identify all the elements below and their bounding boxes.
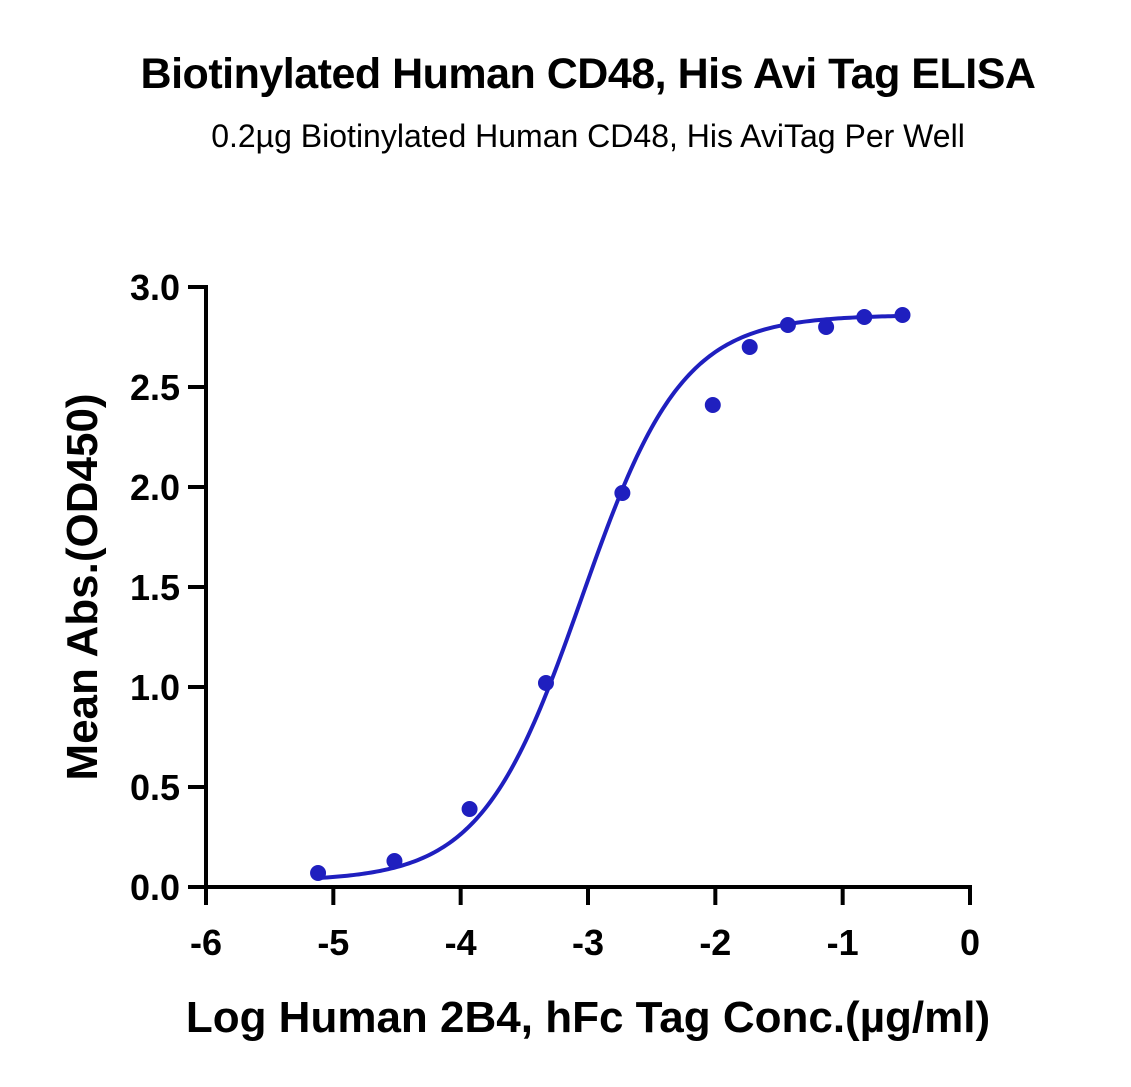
data-point: [894, 307, 911, 323]
y-tick-label: 2.5: [130, 367, 180, 408]
x-tick-label: -3: [572, 922, 604, 963]
data-point: [461, 801, 478, 817]
y-tick-label: 1.5: [130, 567, 180, 608]
x-axis-title: Log Human 2B4, hFc Tag Conc.(µg/ml): [186, 993, 990, 1042]
data-point: [741, 339, 758, 355]
y-axis-title: Mean Abs.(OD450): [58, 393, 107, 780]
x-tick-label: -5: [317, 922, 349, 963]
x-tick-label: -2: [699, 922, 731, 963]
data-point: [818, 319, 835, 335]
y-tick-label: 3.0: [130, 267, 180, 308]
data-point: [704, 397, 721, 413]
axes: [204, 285, 972, 889]
data-point: [537, 675, 554, 691]
data-points: [310, 307, 911, 881]
y-tick-label: 0.5: [130, 767, 180, 808]
data-point: [310, 865, 327, 881]
y-ticks: 0.0 0.5 1.0 1.5 2.0 2.5 3.0: [130, 267, 206, 908]
x-tick-label: -4: [445, 922, 477, 963]
data-point: [856, 309, 873, 325]
data-point: [386, 853, 403, 869]
x-tick-label: -1: [827, 922, 859, 963]
data-point: [614, 485, 631, 501]
x-tick-label: -6: [190, 922, 222, 963]
y-tick-label: 0.0: [130, 867, 180, 908]
chart-subtitle: 0.2µg Biotinylated Human CD48, His AviTa…: [211, 118, 965, 154]
chart-title: Biotinylated Human CD48, His Avi Tag ELI…: [140, 50, 1036, 98]
y-tick-label: 2.0: [130, 467, 180, 508]
x-ticks: -6 -5 -4 -3 -2 -1 0: [190, 887, 980, 963]
data-point: [779, 317, 796, 333]
fit-curve: [317, 313, 903, 881]
x-tick-label: 0: [960, 922, 980, 963]
y-tick-label: 1.0: [130, 667, 180, 708]
